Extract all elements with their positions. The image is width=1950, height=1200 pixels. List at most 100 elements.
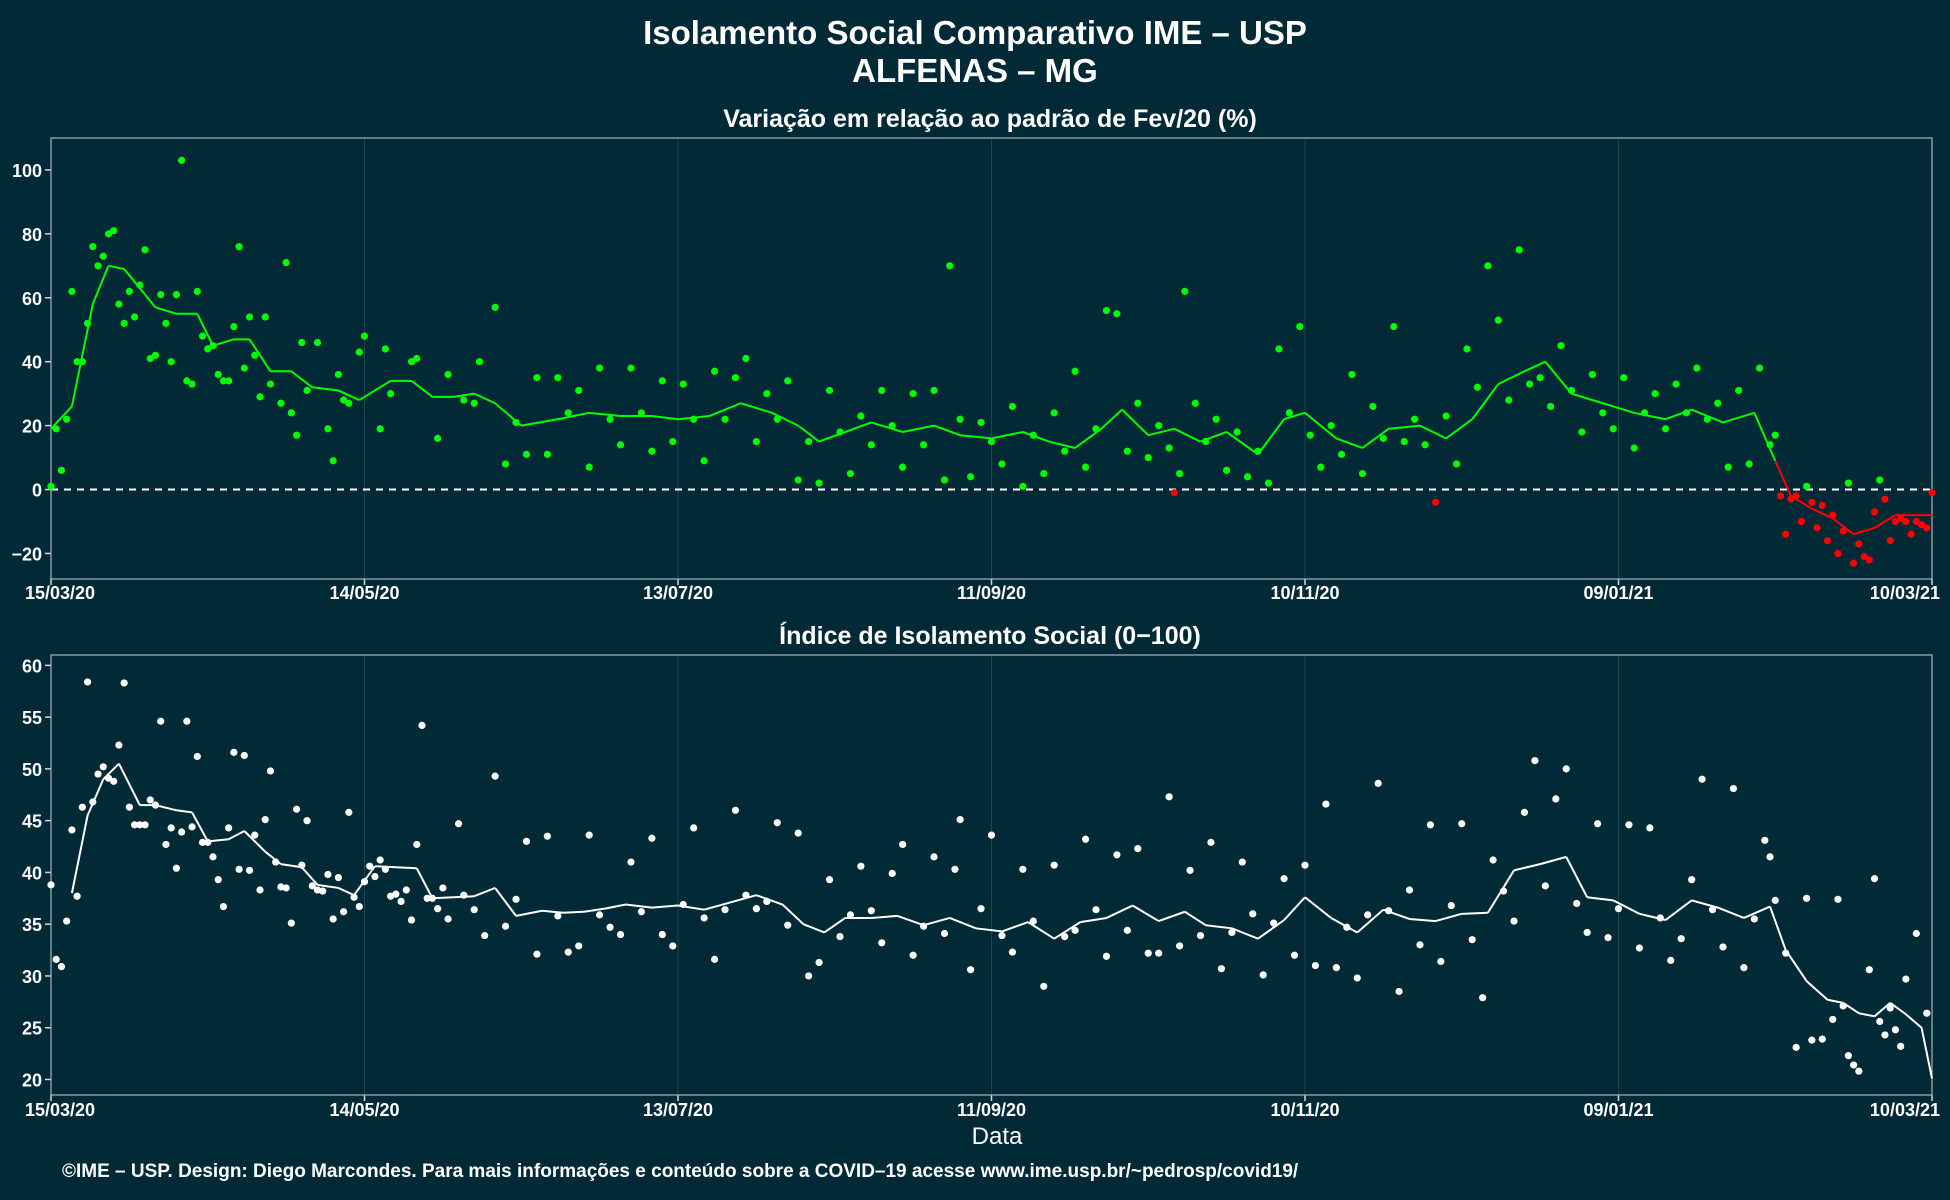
data-point: [690, 415, 698, 423]
data-point: [1416, 941, 1424, 949]
trend-line-segment: [1811, 507, 1834, 520]
data-point: [1473, 383, 1482, 391]
trend-line-segment: [1874, 514, 1896, 529]
data-point: [141, 246, 149, 254]
data-point: [1813, 524, 1821, 532]
data-point: [946, 262, 954, 270]
data-point: [1870, 875, 1879, 883]
data-point: [763, 897, 771, 906]
data-point: [235, 243, 243, 251]
data-point: [1249, 910, 1257, 918]
trend-line-segment: [1106, 904, 1134, 919]
data-point: [407, 916, 416, 924]
y-tick-label: 55: [22, 708, 42, 728]
data-point: [225, 377, 233, 385]
trend-line-segment: [589, 411, 621, 418]
y-tick-label: 35: [22, 915, 42, 935]
data-point: [392, 890, 400, 898]
trend-line-segment: [1283, 896, 1306, 921]
trend-line-segment: [897, 914, 924, 927]
trend-line-segment: [1602, 402, 1635, 414]
data-point: [1217, 965, 1225, 973]
data-point: [967, 473, 975, 481]
data-point: [240, 364, 248, 372]
data-point: [1432, 498, 1440, 506]
trend-line-segment: [521, 418, 558, 427]
trend-line-segment: [542, 909, 564, 914]
trend-line-segment: [797, 424, 820, 443]
data-point: [1008, 402, 1017, 411]
data-point: [1113, 310, 1121, 318]
data-point: [104, 774, 113, 782]
trend-line-segment: [207, 838, 229, 843]
data-point: [836, 933, 844, 941]
trend-line-segment: [1231, 927, 1259, 940]
data-point: [1703, 415, 1711, 423]
data-point: [204, 345, 212, 353]
trend-line-segment: [228, 830, 245, 841]
data-point: [690, 824, 698, 832]
y-tick-label: 40: [22, 353, 42, 373]
data-point: [1353, 974, 1361, 982]
data-point: [125, 803, 133, 811]
data-point: [110, 777, 118, 785]
trend-line-segment: [86, 778, 105, 816]
trend-line-segment: [1048, 440, 1076, 449]
data-point: [1625, 821, 1633, 829]
trend-line-segment: [494, 887, 517, 917]
trend-line-segment: [1445, 418, 1473, 440]
y-tick-label: −20: [11, 544, 42, 564]
data-point: [188, 823, 196, 831]
data-point: [94, 262, 102, 270]
trend-line-segment: [781, 903, 805, 925]
data-point: [1165, 444, 1173, 452]
data-point: [329, 457, 337, 465]
trend-line-segment: [1121, 408, 1149, 436]
trend-line-segment: [771, 411, 799, 427]
data-point: [1891, 1026, 1900, 1034]
data-point: [564, 948, 572, 956]
data-point: [491, 772, 499, 780]
data-point: [1071, 367, 1079, 375]
data-point: [120, 679, 128, 687]
data-point: [1259, 971, 1267, 979]
data-point: [360, 878, 369, 886]
trend-line-segment: [1027, 921, 1055, 940]
data-point: [63, 917, 71, 925]
trend-line-segment: [70, 303, 94, 407]
x-tick-label: 09/01/21: [1583, 583, 1653, 603]
data-point: [1531, 757, 1539, 765]
data-point: [1902, 975, 1910, 983]
data-point: [648, 834, 656, 842]
data-point: [1437, 957, 1445, 966]
trend-line-segment: [1336, 437, 1363, 449]
data-point: [1646, 824, 1654, 832]
trend-line-segment: [975, 927, 1003, 933]
data-point: [606, 415, 614, 423]
y-tick-label: 40: [22, 863, 42, 883]
data-point: [585, 463, 593, 471]
data-point: [1264, 479, 1273, 487]
trend-line-segment: [358, 380, 392, 401]
data-point: [784, 377, 792, 385]
data-point: [444, 915, 452, 923]
trend-line-segment: [740, 402, 773, 414]
data-point: [340, 908, 348, 916]
trend-line-segment: [515, 909, 543, 917]
data-point: [1865, 556, 1873, 564]
trend-line-segment: [1513, 863, 1541, 872]
data-point: [439, 884, 447, 892]
plot-frame: [50, 137, 1933, 580]
data-point: [167, 824, 175, 832]
data-point: [1176, 469, 1184, 478]
data-point: [319, 887, 327, 895]
data-point: [209, 342, 217, 350]
y-tick-label: 25: [22, 1019, 42, 1039]
data-point: [78, 358, 86, 366]
trend-line-segment: [1419, 424, 1447, 440]
trend-line-segment: [1769, 906, 1787, 951]
data-point: [1912, 517, 1920, 526]
data-point: [1102, 306, 1111, 315]
data-point: [1792, 492, 1800, 500]
data-point: [1144, 949, 1152, 957]
